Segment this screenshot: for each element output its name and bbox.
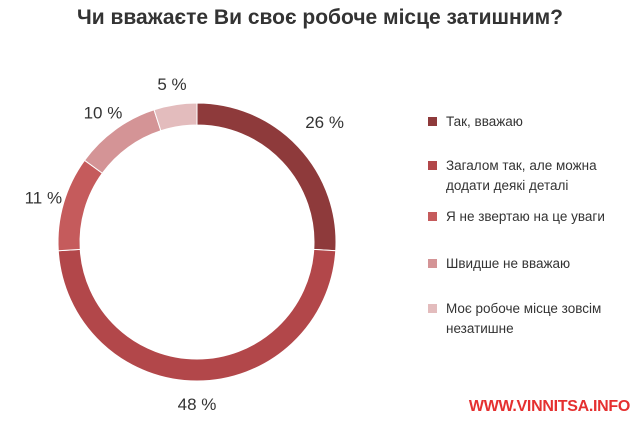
legend-label: Моє робоче місце зовсім незатишне	[446, 301, 602, 336]
donut-slices	[57, 102, 337, 382]
legend-label: Я не звертаю на це уваги	[446, 209, 605, 224]
legend-item-5: Моє робоче місце зовсім незатишне	[428, 299, 636, 339]
legend-label: Так, вважаю	[446, 114, 523, 129]
legend-item-1: Так, вважаю	[428, 112, 523, 132]
data-label-2: 48 %	[178, 395, 217, 414]
legend-swatch	[428, 117, 437, 126]
data-label-1: 26 %	[305, 113, 344, 132]
legend-item-3: Я не звертаю на це уваги	[428, 207, 605, 227]
legend-label: Швидше не вважаю	[446, 256, 571, 271]
watermark-logo: WWW.VINNITSA.INFO	[469, 398, 630, 416]
donut-slice-2	[57, 248, 337, 382]
data-label-5: 5 %	[157, 75, 186, 94]
legend-item-4: Швидше не вважаю	[428, 254, 570, 274]
legend-swatch	[428, 161, 437, 170]
legend-swatch	[428, 259, 437, 268]
chart-title: Чи вважаєте Ви своє робоче місце затишни…	[76, 6, 564, 29]
legend-swatch	[428, 212, 437, 221]
legend-item-2: Загалом так, але можна додати деякі дета…	[428, 156, 626, 196]
donut-slice-3	[57, 159, 104, 252]
data-label-4: 10 %	[84, 104, 123, 123]
data-labels: 26 % 48 % 11 % 10 % 5 %	[25, 75, 344, 414]
legend-label: Загалом так, але можна додати деякі дета…	[446, 158, 597, 193]
donut-slice-5	[153, 102, 198, 132]
data-label-3: 11 %	[25, 188, 63, 207]
watermark-text: WWW.VINNITSA.INFO	[468, 398, 630, 415]
legend-swatch	[428, 304, 437, 313]
